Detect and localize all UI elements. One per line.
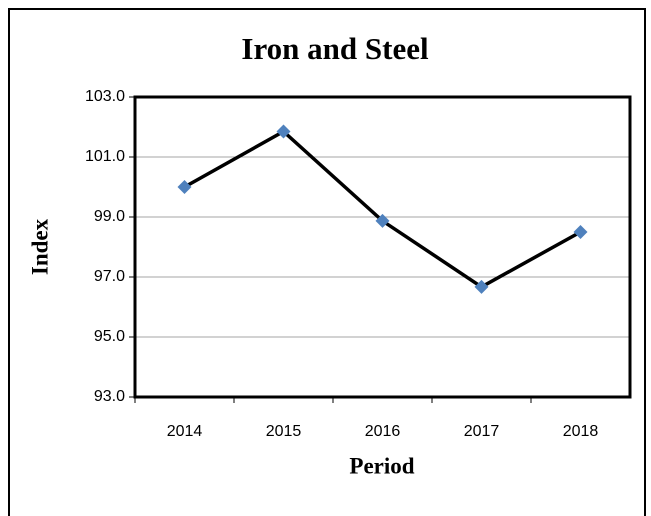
x-tick-label: 2016 [365,423,401,440]
y-tick-label: 103.0 [85,88,125,105]
data-point [276,124,291,139]
y-tick-label: 99.0 [94,208,125,225]
x-tick-label: 2017 [464,423,500,440]
x-tick-label: 2018 [563,423,599,440]
data-point [375,213,390,228]
y-tick-label: 95.0 [94,328,125,345]
x-tick-label: 2014 [167,423,203,440]
y-tick-label: 101.0 [85,148,125,165]
y-axis-label: Index [27,218,52,275]
data-point [177,180,192,194]
chart-border [8,8,646,516]
chart-title: Iron and Steel [241,31,429,66]
plot-border [133,95,632,399]
data-point [474,279,489,294]
data-point [573,225,588,239]
x-tick-label: 2015 [266,423,302,440]
y-tick-label: 93.0 [94,388,125,405]
x-axis-label: Period [349,453,414,478]
y-tick-label: 97.0 [94,268,125,285]
